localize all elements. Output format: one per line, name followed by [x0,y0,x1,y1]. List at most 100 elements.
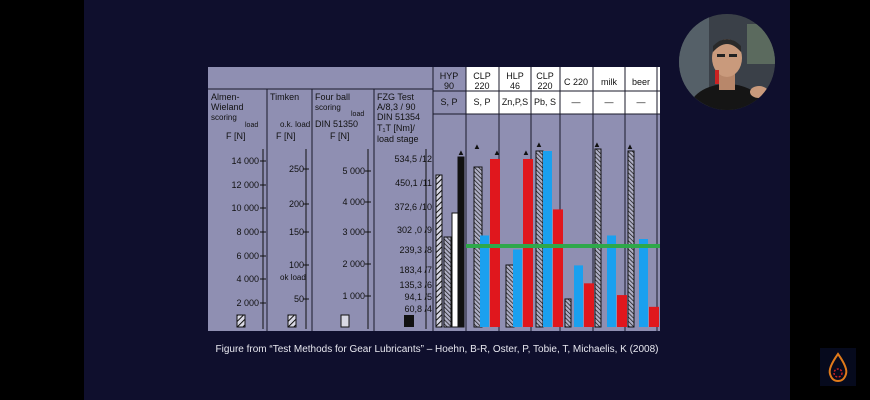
scale1-tick: 12 000 [231,180,259,190]
oil-name-3: HLP [506,71,524,81]
scale2-tick: 250 [289,164,304,174]
scale2-header: Timken [270,92,299,102]
scale2-tick: 100 [289,260,304,270]
oil-name-7: beer [632,77,650,87]
oil-name-1: HYP [440,71,459,81]
scale3-tick: 4 000 [342,197,365,207]
scale1-tick: 14 000 [231,156,259,166]
scale2-tick: 150 [289,227,304,237]
scale2-tick: 50 [294,294,304,304]
beer-hatched-bar [627,150,635,328]
oil-name-5: C 220 [564,77,588,87]
scale1-tick: 8 000 [236,227,259,237]
scale1-header-sub: scoring [211,113,237,122]
scale1-unit: F [N] [226,131,246,141]
oil-additives-7: — [637,97,646,107]
scale3-header: Four ball [315,92,350,102]
scale1-header-2: Wieland [211,102,244,112]
scale3-std: DIN 51350 [315,119,358,129]
arrow-up-icon: ▲ [535,140,543,149]
scale4-header-1: FZG Test [377,92,414,102]
scale3-tick: 1 000 [342,291,365,301]
presenter-webcam [679,14,775,110]
scale4-header-2: A/8,3 / 90 [377,102,416,112]
hyp-black-bar [457,156,465,328]
oil-name-4: CLP [536,71,554,81]
scale3-tick: 5 000 [342,166,365,176]
lubricant-test-figure: Almen- Wieland scoring load F [N] Timken… [208,67,660,331]
blue-overlay-bar [513,249,522,327]
figure-svg: Almen- Wieland scoring load F [N] Timken… [208,67,660,331]
oil-drop-logo-icon [820,348,856,386]
scale3-unit: F [N] [330,131,350,141]
scale1-tick: 4 000 [236,274,259,284]
oil-additives-6: — [605,97,614,107]
green-threshold-line [466,244,660,248]
scale1-tick: 2 000 [236,298,259,308]
red-overlay-bar [523,159,533,327]
scale1-tick: 6 000 [236,251,259,261]
oil-additives-3: Zn,P,S [502,97,528,107]
oil-additives-2: S, P [473,97,490,107]
overlay-bars [480,151,659,327]
arrow-up-icon: ▲ [626,142,634,151]
scale2-header-sub: o.k. load [280,120,310,129]
scale1-header-1: Almen- [211,92,240,102]
oil-name-6: milk [601,77,617,87]
oil-additives-5: — [572,97,581,107]
arrow-up-icon: ▲ [457,148,465,157]
scale4-tick: 239,3 /8 [399,245,432,255]
scale4-tick: 94,1 /5 [404,292,432,302]
scale4-tick: 372,6 /10 [394,202,432,212]
scale4-tick: 135,3 /6 [399,280,432,290]
arrow-up-icon: ▲ [473,142,481,151]
hyp-dense-bar [443,236,452,328]
red-overlay-bar [649,306,659,327]
scale3-tick: 3 000 [342,227,365,237]
scale4-header-sub: T₁T [Nm]/ [377,123,415,133]
hyp-hatched-bar [435,174,443,328]
scale1-tick: 10 000 [231,203,259,213]
scale2-tick: 200 [289,199,304,209]
milk-hatched-bar [594,148,602,328]
scale4-tick: 450,1 /11 [395,178,432,188]
hlp-hatched-bar [505,264,515,328]
scale4-tick: 302 ,0 /9 [397,225,432,235]
blue-overlay-bar [543,151,552,327]
red-overlay-bar [617,295,627,327]
scale2-label: ok load [280,273,306,282]
scale1-marker [236,314,246,328]
blue-overlay-bar [480,235,489,327]
figure-caption: Figure from “Test Methods for Gear Lubri… [215,344,659,355]
blue-overlay-bar [639,239,648,327]
scale3-tick: 2 000 [342,259,365,269]
scale3-header-sub2: load [351,111,364,118]
channel-logo [820,348,856,386]
scale4-header-3: DIN 51354 [377,112,420,122]
scale2-unit: F [N] [276,131,296,141]
scale3-header-sub: scoring [315,103,341,112]
blue-overlay-bar [607,235,616,327]
presenter-avatar-icon [679,14,775,110]
arrow-up-icon: ▲ [593,140,601,149]
c220-hatched-bar [564,298,572,328]
oil-name-2: CLP [473,71,491,81]
blue-overlay-bar [574,265,583,327]
scale1-header-sub2: load [245,122,258,129]
scale4-header-sub2: load stage [377,134,419,144]
red-overlay-bar [490,159,500,327]
oil-additives-1: S, P [440,97,457,107]
scale2-marker [287,314,297,328]
red-overlay-bar [584,283,594,327]
arrow-up-icon: ▲ [493,148,501,157]
scale3-marker [340,314,350,328]
clp2-hatched-bar [535,150,544,328]
arrow-up-icon: ▲ [522,148,530,157]
scale4-tick: 60,8 /4 [404,304,432,314]
scale4-tick: 183,4 /7 [399,265,432,275]
red-overlay-bar [553,209,563,327]
oil-name-3b: 46 [510,81,520,91]
oil-additives-4: Pb, S [534,97,556,107]
oil-name-1b: 90 [444,81,454,91]
